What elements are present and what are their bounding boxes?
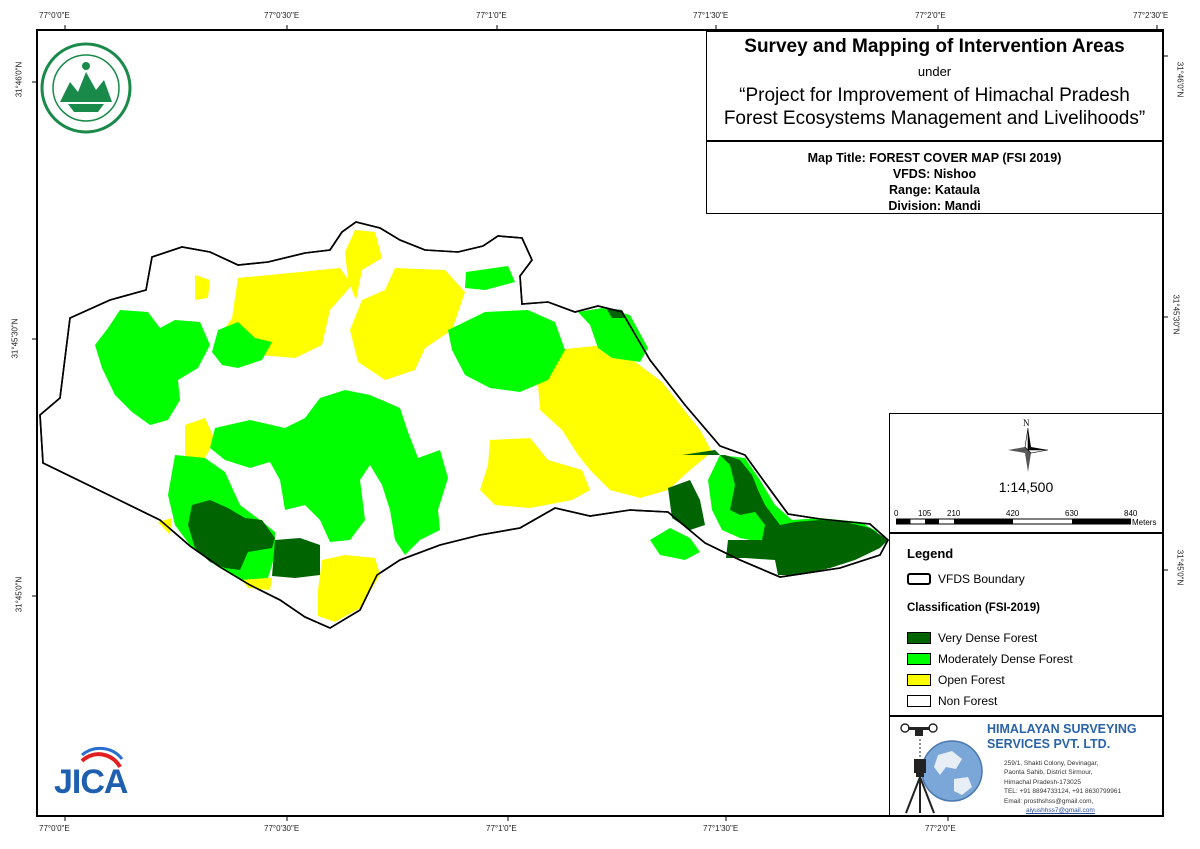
- very-dense-forest-patches: [188, 308, 888, 578]
- legend-item-non-forest: Non Forest: [907, 694, 997, 708]
- scale-tick: 0: [894, 509, 899, 518]
- vfds-name: VFDS: Nishoo: [892, 167, 977, 181]
- email-link[interactable]: aiyushhss7@gmail.com: [1026, 807, 1095, 815]
- compass-rose-icon: [1008, 428, 1048, 472]
- survey-title: Survey and Mapping of Intervention Areas: [744, 36, 1125, 57]
- legend-item-boundary: VFDS Boundary: [907, 572, 1025, 586]
- north-label: N: [1023, 418, 1030, 428]
- grid-label-bottom: 77°0'0"E: [39, 824, 70, 833]
- very-dense-swatch: [907, 632, 931, 644]
- project-line-2: Forest Ecosystems Management and Livelih…: [723, 108, 1146, 129]
- company-name: HIMALAYAN SURVEYING SERVICES PVT. LTD.: [987, 722, 1162, 752]
- grid-label-bottom: 77°2'0"E: [925, 824, 956, 833]
- company-address: 259/1, Shakti Colony, Devinagar, Paonta …: [1004, 759, 1162, 815]
- legend-item-very-dense: Very Dense Forest: [907, 631, 1037, 645]
- jica-logo-icon: [80, 746, 124, 769]
- project-name: “Project for Improvement of Himachal Pra…: [707, 84, 1162, 130]
- scale-unit: Meters: [1132, 518, 1157, 527]
- address-line: 259/1, Shakti Colony, Devinagar,: [1004, 760, 1099, 767]
- scale-bar: [896, 518, 1131, 525]
- legend-label: VFDS Boundary: [938, 572, 1025, 586]
- company-panel: HIMALAYAN SURVEYING SERVICES PVT. LTD. 2…: [889, 716, 1163, 816]
- address-line: Paonta Sahib, District Sirmour,: [1004, 769, 1093, 777]
- jica-logo: JICA: [52, 745, 128, 810]
- address-line: Himachal Pradesh-173025: [1004, 778, 1081, 786]
- range-name: Range: Kataula: [889, 183, 980, 197]
- boundary-swatch: [907, 573, 931, 585]
- non-forest-swatch: [907, 695, 931, 707]
- grid-label-top: 77°2'30"E: [1133, 11, 1169, 20]
- map-info-panel: Map Title: FOREST COVER MAP (FSI 2019) V…: [706, 141, 1163, 214]
- legend-item-moderately-dense: Moderately Dense Forest: [907, 652, 1073, 666]
- hp-forest-emblem-icon: [40, 42, 132, 134]
- moderately-dense-swatch: [907, 653, 931, 665]
- open-swatch: [907, 674, 931, 686]
- vfds-boundary: [39, 221, 890, 629]
- division-name: Division: Mandi: [888, 199, 981, 213]
- grid-label-top: 77°2'0"E: [915, 11, 946, 20]
- project-line-1: “Project for Improvement of Himachal Pra…: [739, 85, 1130, 106]
- title-panel: Survey and Mapping of Intervention Areas…: [706, 31, 1163, 141]
- email-line: Email: prosthshss@gmail.com,: [1004, 797, 1094, 805]
- company-name-line-1: HIMALAYAN SURVEYING: [987, 722, 1137, 736]
- legend-label: Moderately Dense Forest: [938, 652, 1073, 666]
- scale-tick: 630: [1065, 509, 1079, 518]
- surveyor-globe-icon: [900, 723, 983, 814]
- scale-tick: 840: [1124, 509, 1138, 518]
- classification-title: Classification (FSI-2019): [907, 602, 1040, 614]
- legend-label: Open Forest: [938, 673, 1005, 687]
- legend-label: Non Forest: [938, 694, 998, 708]
- graticule-ticks: [32, 25, 1168, 821]
- grid-label-top: 77°1'0"E: [476, 11, 507, 20]
- grid-label-bottom: 77°1'0"E: [486, 824, 517, 833]
- map-title: Map Title: FOREST COVER MAP (FSI 2019): [807, 151, 1062, 165]
- grid-label-bottom: 77°1'30"E: [703, 824, 739, 833]
- legend-label: Very Dense Forest: [938, 631, 1038, 645]
- grid-label-top: 77°0'0"E: [39, 11, 70, 20]
- scale-tick: 105: [918, 509, 932, 518]
- company-name-line-2: SERVICES PVT. LTD.: [987, 737, 1111, 751]
- legend-item-open: Open Forest: [907, 673, 1005, 687]
- scale-ratio: 1:14,500: [998, 479, 1054, 495]
- jica-wordmark: JICA: [54, 763, 128, 801]
- grid-label-top: 77°1'30"E: [693, 11, 729, 20]
- scale-panel: N 1:14,500 0 105 210 420 630 840 Meters: [889, 413, 1163, 533]
- grid-label-bottom: 77°0'30"E: [264, 824, 300, 833]
- scale-tick: 210: [947, 509, 961, 518]
- legend-title: Legend: [907, 546, 954, 561]
- phone-line: TEL: +91 8894733124, +91 8630799961: [1004, 788, 1122, 796]
- grid-label-top: 77°0'30"E: [264, 11, 300, 20]
- title-under: under: [917, 64, 952, 79]
- legend-panel: Legend VFDS Boundary Classification (FSI…: [889, 533, 1163, 716]
- scale-tick: 420: [1006, 509, 1020, 518]
